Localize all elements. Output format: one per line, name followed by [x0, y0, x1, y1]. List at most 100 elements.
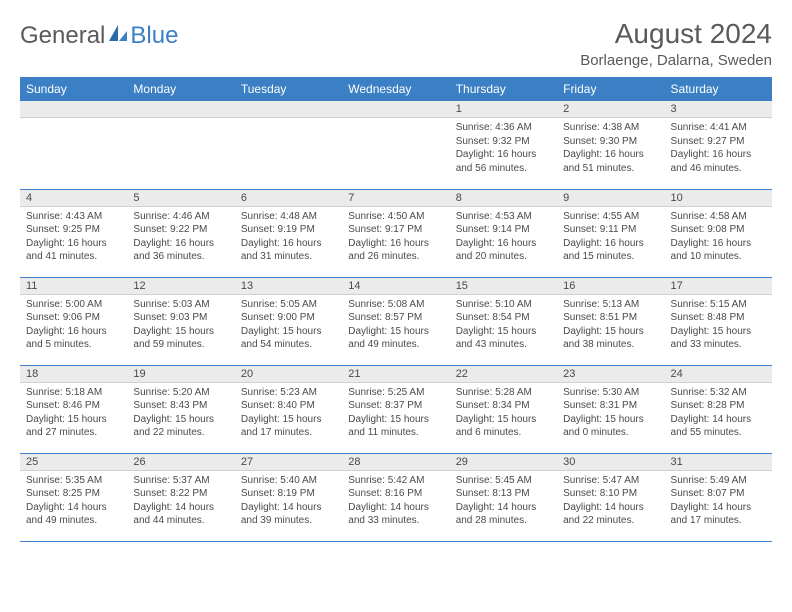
sunset-line: Sunset: 8:07 PM [671, 487, 766, 501]
calendar-cell: 19Sunrise: 5:20 AMSunset: 8:43 PMDayligh… [127, 365, 234, 453]
calendar-cell: 16Sunrise: 5:13 AMSunset: 8:51 PMDayligh… [557, 277, 664, 365]
day-number: 30 [557, 454, 664, 471]
sunset-line: Sunset: 9:17 PM [348, 223, 443, 237]
sunrise-line: Sunrise: 5:00 AM [26, 298, 121, 312]
day-number: 25 [20, 454, 127, 471]
daylight-line: Daylight: 14 hours and 22 minutes. [563, 501, 658, 528]
calendar-page: General Blue August 2024 Borlaenge, Dala… [0, 0, 792, 542]
daylight-line: Daylight: 14 hours and 17 minutes. [671, 501, 766, 528]
title-block: August 2024 Borlaenge, Dalarna, Sweden [580, 18, 772, 69]
sunset-line: Sunset: 9:27 PM [671, 135, 766, 149]
sunrise-line: Sunrise: 4:58 AM [671, 210, 766, 224]
sunrise-line: Sunrise: 5:37 AM [133, 474, 228, 488]
sunrise-line: Sunrise: 4:46 AM [133, 210, 228, 224]
sunset-line: Sunset: 9:00 PM [241, 311, 336, 325]
calendar-cell: 13Sunrise: 5:05 AMSunset: 9:00 PMDayligh… [235, 277, 342, 365]
calendar-cell: 26Sunrise: 5:37 AMSunset: 8:22 PMDayligh… [127, 453, 234, 541]
brand-name-2: Blue [130, 22, 178, 50]
sunset-line: Sunset: 9:30 PM [563, 135, 658, 149]
day-number: 18 [20, 366, 127, 383]
day-number: 29 [450, 454, 557, 471]
day-header: Thursday [450, 77, 557, 101]
day-number: 28 [342, 454, 449, 471]
daylight-line: Daylight: 15 hours and 0 minutes. [563, 413, 658, 440]
day-number: 17 [665, 278, 772, 295]
day-details: Sunrise: 5:23 AMSunset: 8:40 PMDaylight:… [235, 383, 342, 444]
day-number [235, 101, 342, 118]
sunrise-line: Sunrise: 4:36 AM [456, 121, 551, 135]
sunrise-line: Sunrise: 4:53 AM [456, 210, 551, 224]
sunrise-line: Sunrise: 5:13 AM [563, 298, 658, 312]
day-details [127, 118, 234, 125]
day-header: Sunday [20, 77, 127, 101]
sunrise-line: Sunrise: 5:08 AM [348, 298, 443, 312]
daylight-line: Daylight: 14 hours and 49 minutes. [26, 501, 121, 528]
sunset-line: Sunset: 9:06 PM [26, 311, 121, 325]
calendar-cell: 28Sunrise: 5:42 AMSunset: 8:16 PMDayligh… [342, 453, 449, 541]
daylight-line: Daylight: 15 hours and 49 minutes. [348, 325, 443, 352]
daylight-line: Daylight: 16 hours and 31 minutes. [241, 237, 336, 264]
calendar-cell: 21Sunrise: 5:25 AMSunset: 8:37 PMDayligh… [342, 365, 449, 453]
daylight-line: Daylight: 16 hours and 20 minutes. [456, 237, 551, 264]
calendar-cell [342, 101, 449, 189]
day-details: Sunrise: 5:20 AMSunset: 8:43 PMDaylight:… [127, 383, 234, 444]
sunset-line: Sunset: 9:22 PM [133, 223, 228, 237]
sunset-line: Sunset: 8:40 PM [241, 399, 336, 413]
daylight-line: Daylight: 16 hours and 10 minutes. [671, 237, 766, 264]
daylight-line: Daylight: 15 hours and 22 minutes. [133, 413, 228, 440]
daylight-line: Daylight: 16 hours and 36 minutes. [133, 237, 228, 264]
day-details: Sunrise: 4:48 AMSunset: 9:19 PMDaylight:… [235, 207, 342, 268]
month-title: August 2024 [580, 18, 772, 50]
daylight-line: Daylight: 15 hours and 54 minutes. [241, 325, 336, 352]
day-details: Sunrise: 5:49 AMSunset: 8:07 PMDaylight:… [665, 471, 772, 532]
sunset-line: Sunset: 9:19 PM [241, 223, 336, 237]
day-header: Friday [557, 77, 664, 101]
day-details: Sunrise: 5:08 AMSunset: 8:57 PMDaylight:… [342, 295, 449, 356]
calendar-week-row: 11Sunrise: 5:00 AMSunset: 9:06 PMDayligh… [20, 277, 772, 365]
daylight-line: Daylight: 14 hours and 28 minutes. [456, 501, 551, 528]
sunset-line: Sunset: 8:13 PM [456, 487, 551, 501]
calendar-cell: 30Sunrise: 5:47 AMSunset: 8:10 PMDayligh… [557, 453, 664, 541]
calendar-cell: 18 Sunrise: 5:18 AMSunset: 8:46 PMDayligh… [20, 365, 127, 453]
calendar-week-row: 1Sunrise: 4:36 AMSunset: 9:32 PMDaylight… [20, 101, 772, 189]
sunset-line: Sunset: 8:10 PM [563, 487, 658, 501]
day-number: 26 [127, 454, 234, 471]
calendar-cell: 14Sunrise: 5:08 AMSunset: 8:57 PMDayligh… [342, 277, 449, 365]
sunrise-line: Sunrise: 5:30 AM [563, 386, 658, 400]
sunset-line: Sunset: 8:46 PM [26, 399, 121, 413]
calendar-cell: 29Sunrise: 5:45 AMSunset: 8:13 PMDayligh… [450, 453, 557, 541]
day-number: 4 [20, 190, 127, 207]
sunset-line: Sunset: 9:32 PM [456, 135, 551, 149]
sunset-line: Sunset: 9:25 PM [26, 223, 121, 237]
calendar-cell: 4Sunrise: 4:43 AMSunset: 9:25 PMDaylight… [20, 189, 127, 277]
day-number: 21 [342, 366, 449, 383]
day-number [20, 101, 127, 118]
day-details [20, 118, 127, 125]
calendar-cell: 1Sunrise: 4:36 AMSunset: 9:32 PMDaylight… [450, 101, 557, 189]
daylight-line: Daylight: 14 hours and 39 minutes. [241, 501, 336, 528]
day-details: Sunrise: 5:25 AMSunset: 8:37 PMDaylight:… [342, 383, 449, 444]
daylight-line: Daylight: 15 hours and 27 minutes. [26, 413, 121, 440]
daylight-line: Daylight: 15 hours and 11 minutes. [348, 413, 443, 440]
daylight-line: Daylight: 14 hours and 55 minutes. [671, 413, 766, 440]
day-details: Sunrise: 5:32 AMSunset: 8:28 PMDaylight:… [665, 383, 772, 444]
sunrise-line: Sunrise: 5:18 AM [26, 386, 121, 400]
daylight-line: Daylight: 15 hours and 43 minutes. [456, 325, 551, 352]
calendar-cell: 22Sunrise: 5:28 AMSunset: 8:34 PMDayligh… [450, 365, 557, 453]
day-header: Tuesday [235, 77, 342, 101]
sunrise-line: Sunrise: 5:23 AM [241, 386, 336, 400]
day-number: 15 [450, 278, 557, 295]
day-number: 19 [127, 366, 234, 383]
sunrise-line: Sunrise: 5:28 AM [456, 386, 551, 400]
sunset-line: Sunset: 8:22 PM [133, 487, 228, 501]
sunrise-line: Sunrise: 5:35 AM [26, 474, 121, 488]
day-details: Sunrise: 5:37 AMSunset: 8:22 PMDaylight:… [127, 471, 234, 532]
day-details: Sunrise: 5:30 AMSunset: 8:31 PMDaylight:… [557, 383, 664, 444]
day-number: 9 [557, 190, 664, 207]
sunset-line: Sunset: 8:31 PM [563, 399, 658, 413]
day-details: Sunrise: 4:58 AMSunset: 9:08 PMDaylight:… [665, 207, 772, 268]
calendar-cell: 23Sunrise: 5:30 AMSunset: 8:31 PMDayligh… [557, 365, 664, 453]
day-details [342, 118, 449, 125]
calendar-table: SundayMondayTuesdayWednesdayThursdayFrid… [20, 77, 772, 542]
day-header: Monday [127, 77, 234, 101]
